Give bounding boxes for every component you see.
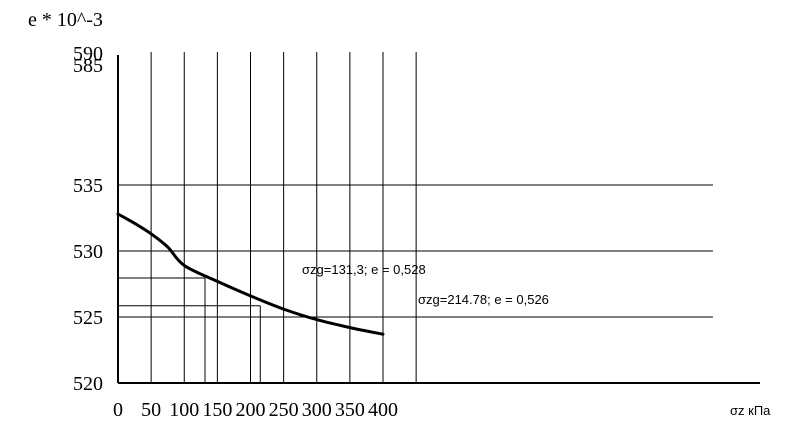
series-line	[116, 212, 385, 336]
x-tick-label: 150	[202, 399, 232, 421]
x-tick-label: 0	[113, 399, 123, 421]
series-layer	[116, 212, 385, 336]
grid	[118, 52, 713, 383]
y-tick-label: 530	[73, 241, 103, 263]
y-tick-label: 535	[73, 175, 103, 197]
x-tick-label: 250	[269, 399, 299, 421]
y-axis-label: e * 10^-3	[28, 9, 103, 31]
x-tick-label: 350	[335, 399, 365, 421]
annotation-guides	[118, 277, 261, 383]
x-tick-label: 300	[302, 399, 332, 421]
y-tick-label: 525	[73, 307, 103, 329]
x-tick-labels: 0 50 100 150 200 250 300 350 400	[113, 399, 398, 421]
axes	[117, 55, 760, 384]
y-tick-label: 585	[73, 55, 103, 77]
y-tick-label: 590	[73, 43, 103, 65]
x-tick-label: 200	[236, 399, 266, 421]
y-tick-label: 520	[73, 373, 103, 395]
annotation-label: σzg=131,3; e = 0,528	[302, 262, 426, 277]
annotation-label: σzg=214.78; e = 0,526	[418, 292, 549, 307]
x-tick-label: 400	[368, 399, 398, 421]
x-axis-label: σz кПа	[730, 403, 771, 418]
x-tick-label: 100	[169, 399, 199, 421]
x-tick-label: 50	[141, 399, 161, 421]
annotation-labels: σzg=131,3; e = 0,528 σzg=214.78; e = 0,52…	[302, 262, 549, 307]
